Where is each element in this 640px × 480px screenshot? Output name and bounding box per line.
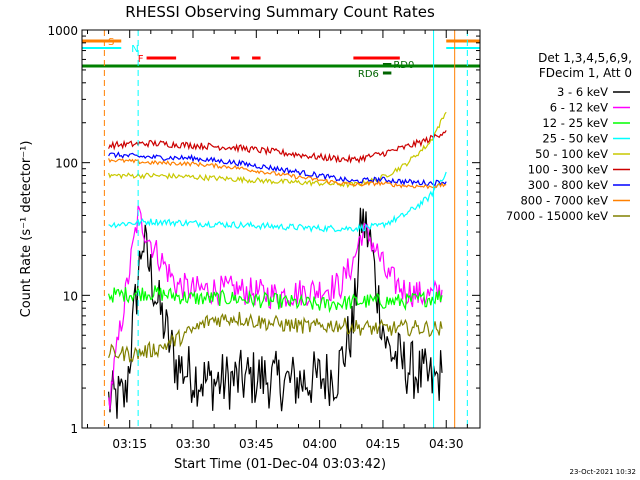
series-line-3 <box>108 171 447 233</box>
x-tick-label-5: 04:30 <box>429 437 464 451</box>
series-line-7 <box>108 158 447 190</box>
x-tick-label-1: 03:30 <box>176 437 211 451</box>
series-line-1 <box>108 205 443 410</box>
x-tick-label-4: 04:15 <box>366 437 401 451</box>
vertical-markers <box>103 30 468 428</box>
chart-title: RHESSI Observing Summary Count Rates <box>125 3 435 21</box>
legend-label-2: 12 - 25 keV <box>542 116 608 130</box>
legend-label-5: 100 - 300 keV <box>528 163 608 177</box>
flag-bars: SNFRD0RD6 <box>82 37 480 80</box>
legend-label-6: 300 - 800 keV <box>528 178 608 192</box>
x-tick-label-3: 04:00 <box>302 437 337 451</box>
flag-label-f: F <box>138 54 144 65</box>
flag-label-rd6: RD6 <box>358 69 379 80</box>
legend-label-1: 6 - 12 keV <box>550 101 608 115</box>
series-line-4 <box>108 111 447 189</box>
y-tick-label-1: 10 <box>63 289 78 303</box>
y-axis-ticks: 1 10 100 1000 <box>47 24 480 436</box>
plot-frame <box>81 29 481 429</box>
y-tick-label-3: 1000 <box>47 24 78 38</box>
legend-label-7: 800 - 7000 keV <box>520 194 608 208</box>
flag-label-n: N <box>131 44 138 55</box>
y-tick-label-2: 100 <box>55 157 78 171</box>
legend-label-0: 3 - 6 keV <box>557 85 608 99</box>
legend-label-4: 50 - 100 keV <box>535 147 608 161</box>
legend-title-line-2: FDecim 1, Att 0 <box>539 66 632 80</box>
x-axis-ticks: 03:15 03:30 03:45 04:00 04:15 04:30 <box>86 30 468 451</box>
y-axis-label: Count Rate (s⁻¹ detector⁻¹) <box>19 141 34 318</box>
series-line-8 <box>108 311 443 363</box>
legend-label-3: 25 - 50 keV <box>542 132 608 146</box>
x-tick-label-0: 03:15 <box>112 437 147 451</box>
footer-timestamp: 23-Oct-2021 10:32 <box>570 468 636 476</box>
series-line-0 <box>108 207 443 419</box>
legend-title-line-1: Det 1,3,4,5,6,9, <box>538 51 632 65</box>
series-line-5 <box>108 130 447 164</box>
series-lines <box>108 111 447 419</box>
y-tick-label-0: 1 <box>70 422 78 436</box>
series-line-6 <box>108 151 447 187</box>
legend-label-8: 7000 - 15000 keV <box>506 209 608 223</box>
x-axis-label: Start Time (01-Dec-04 03:03:42) <box>174 457 386 472</box>
series-line-2 <box>108 285 443 314</box>
x-tick-label-2: 03:45 <box>239 437 274 451</box>
flag-label-s: S <box>108 37 114 48</box>
